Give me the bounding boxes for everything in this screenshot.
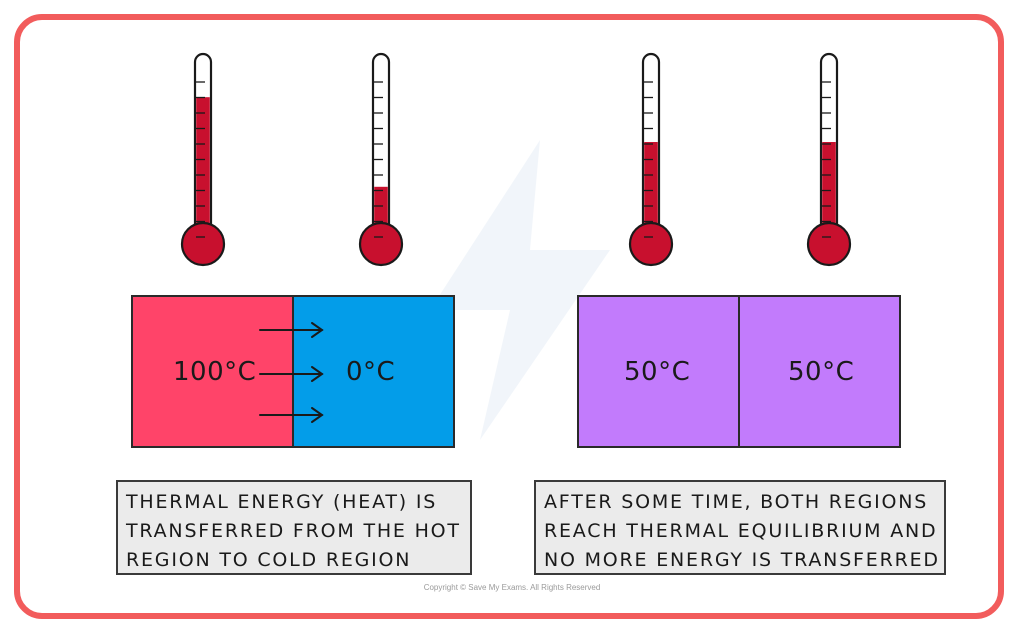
copyright-notice: Copyright © Save My Exams. All Rights Re… — [423, 583, 601, 592]
caption-line: AFTER SOME TIME, BOTH REGIONS — [544, 491, 929, 513]
hot-region-temperature: 100°C — [173, 357, 257, 387]
watermark-logo-icon — [430, 140, 610, 440]
heat-flow-arrow-icon — [259, 407, 324, 423]
caption-line: REACH THERMAL EQUILIBRIUM AND — [544, 520, 938, 542]
thermometer-hot-icon — [180, 52, 226, 267]
heat-transfer-caption: THERMAL ENERGY (HEAT) IS TRANSFERRED FRO… — [116, 480, 472, 575]
heat-flow-arrows — [259, 322, 324, 423]
caption-line: REGION TO COLD REGION — [126, 549, 412, 571]
caption-line: TRANSFERRED FROM THE HOT — [126, 520, 461, 542]
heat-flow-arrow-icon — [259, 366, 324, 382]
heat-flow-arrow-icon — [259, 322, 324, 338]
caption-line: NO MORE ENERGY IS TRANSFERRED — [544, 549, 940, 571]
hot-region-block — [131, 295, 294, 448]
cold-region-temperature: 0°C — [346, 357, 396, 387]
thermometer-equilibrium-left-icon — [628, 52, 674, 267]
equilibrium-caption: AFTER SOME TIME, BOTH REGIONS REACH THER… — [534, 480, 946, 575]
thermometer-cold-icon — [358, 52, 404, 267]
thermometer-equilibrium-right-icon — [806, 52, 852, 267]
equilibrium-right-block — [738, 295, 901, 448]
caption-line: THERMAL ENERGY (HEAT) IS — [126, 491, 438, 513]
equilibrium-left-block — [577, 295, 740, 448]
equilibrium-right-temperature: 50°C — [788, 357, 855, 387]
equilibrium-left-temperature: 50°C — [624, 357, 691, 387]
